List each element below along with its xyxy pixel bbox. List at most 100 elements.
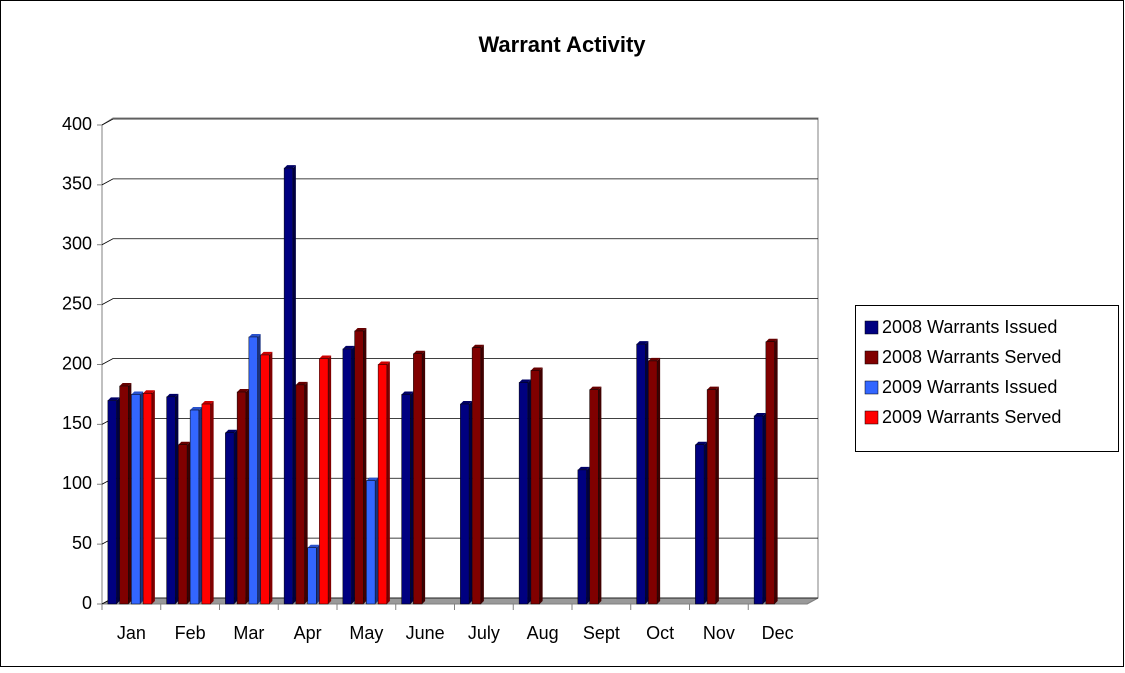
bar-top: [166, 393, 179, 397]
bar: [142, 392, 153, 605]
bar: [319, 358, 329, 605]
bar: [225, 432, 235, 605]
bar-side: [715, 386, 719, 604]
bar-top: [307, 544, 320, 548]
bar-side: [175, 393, 179, 604]
x-tick-label: May: [349, 623, 383, 643]
bar: [636, 343, 646, 605]
bar-top: [366, 477, 379, 481]
bar: [131, 394, 141, 605]
bar: [201, 403, 211, 605]
bar: [471, 347, 482, 605]
x-tick-label: June: [406, 623, 445, 643]
x-tick-label: Oct: [646, 623, 674, 643]
x-tick-label: Dec: [762, 623, 794, 643]
bar-top: [131, 391, 144, 395]
bar-side: [328, 355, 332, 604]
bar-side: [234, 429, 238, 604]
bar-top: [519, 379, 531, 383]
bar-top: [248, 333, 261, 337]
grid-line: [101, 178, 818, 186]
bar: [401, 394, 411, 605]
bar-top: [648, 357, 661, 361]
legend-label: 2008 Warrants Served: [882, 347, 1061, 367]
bar-top: [413, 350, 426, 354]
x-tick-label: Feb: [175, 623, 206, 643]
bar-side: [269, 351, 273, 604]
bar: [295, 384, 305, 605]
bar-side: [422, 350, 426, 604]
bar: [577, 469, 587, 605]
bar: [354, 330, 364, 605]
bar: [648, 360, 658, 605]
bar-top: [589, 386, 602, 390]
bar-top: [530, 367, 543, 371]
bar-top: [354, 327, 367, 331]
bar-top: [754, 412, 766, 416]
bar-side: [116, 397, 120, 604]
bar-side: [304, 381, 308, 604]
bar: [706, 389, 717, 605]
x-tick-label: Jan: [117, 623, 146, 643]
bar-side: [375, 477, 379, 604]
y-tick-label: 350: [62, 174, 92, 194]
bar-top: [225, 429, 238, 433]
bar: [236, 391, 247, 605]
bar-top: [190, 407, 202, 411]
bar: [189, 409, 200, 605]
bar-side: [410, 391, 414, 604]
bar-side: [210, 401, 214, 604]
bar-side: [292, 165, 296, 605]
legend-swatch: [864, 320, 879, 335]
bar-side: [140, 391, 144, 604]
x-tick-label: July: [468, 623, 500, 643]
grid-line: [101, 298, 818, 305]
legend-swatch: [864, 380, 879, 395]
bar-top: [119, 383, 132, 387]
bar-top: [284, 165, 296, 169]
legend-label: 2009 Warrants Issued: [882, 377, 1057, 397]
grid-line: [101, 358, 818, 365]
bar: [413, 353, 423, 605]
bar-top: [178, 441, 191, 445]
bar: [166, 396, 176, 605]
legend-swatch: [864, 410, 879, 425]
bar: [753, 415, 764, 605]
bar-side: [539, 367, 543, 604]
bar-side: [257, 333, 261, 604]
bar-side: [586, 466, 590, 604]
bar: [119, 385, 129, 605]
y-tick-label: 50: [72, 533, 92, 553]
bar: [518, 382, 529, 605]
bar: [589, 389, 599, 605]
legend-swatch: [864, 350, 879, 365]
bar-top: [107, 397, 120, 401]
bar-side: [774, 338, 778, 604]
bar-top: [378, 361, 390, 365]
bar-top: [201, 401, 214, 405]
bar-side: [527, 379, 531, 604]
x-tick-label: Sept: [583, 623, 620, 643]
bar-side: [245, 389, 249, 604]
bar-top: [460, 401, 473, 405]
y-tick-label: 250: [62, 293, 92, 313]
grid-line: [101, 238, 818, 246]
bar: [377, 364, 388, 605]
bar-side: [151, 390, 155, 604]
bar: [260, 354, 270, 605]
bar-top: [765, 338, 778, 342]
bar-side: [762, 412, 766, 604]
bar-top: [260, 351, 273, 355]
bar-top: [143, 390, 155, 394]
bar-top: [695, 441, 708, 445]
bar: [460, 403, 470, 605]
bar-top: [577, 466, 590, 470]
bar-top: [295, 381, 308, 385]
bar-top: [237, 389, 249, 393]
bar-side: [128, 383, 132, 604]
bar-side: [704, 441, 708, 604]
bar-side: [316, 544, 320, 604]
bar: [178, 444, 188, 605]
legend-label: 2009 Warrants Served: [882, 407, 1061, 427]
